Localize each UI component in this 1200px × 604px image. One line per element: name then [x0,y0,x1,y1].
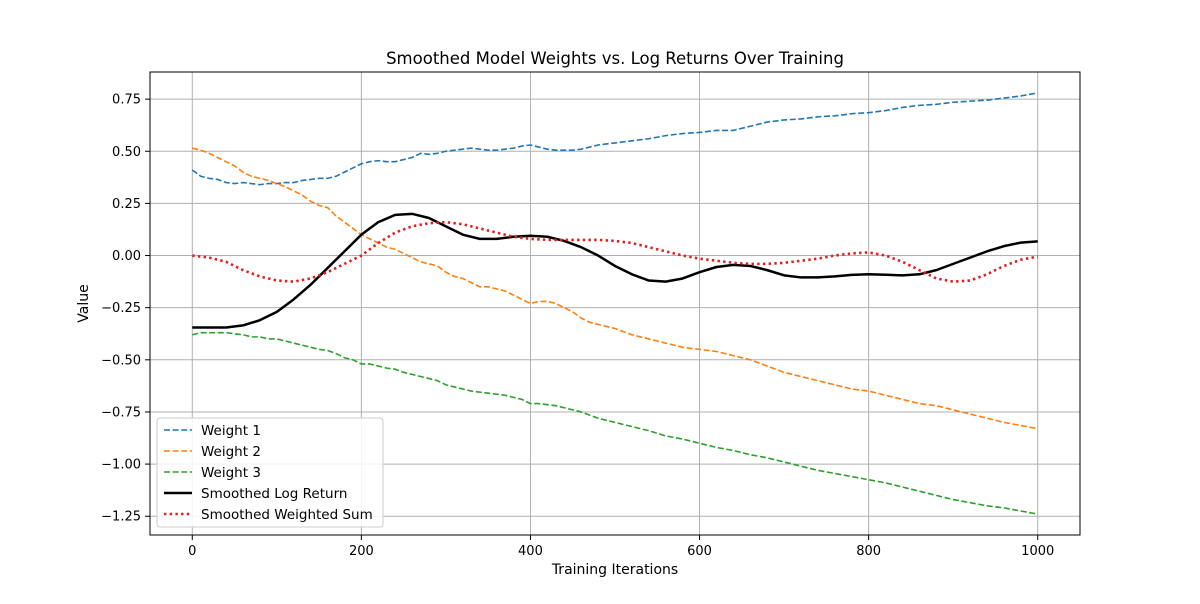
legend: Weight 1 Weight 2 Weight 3 Smoothed Log Ret… [156,417,384,528]
x-tick-label: 0 [188,544,196,559]
axis-ticks: 0 200 400 600 800 1000 0.75 0.50 0.25 0.00 −0.25 −0… [101,93,1054,559]
legend-label-smoothed-weighted-sum: Smoothed Weighted Sum [201,507,373,523]
legend-label-weight-2: Weight 2 [201,444,261,460]
x-axis-title: Training Iterations [551,562,678,578]
y-tick-label: 0.50 [112,145,141,160]
series-line-weight-3 [192,331,1038,515]
y-tick-label: −0.75 [101,405,141,420]
legend-label-weight-3: Weight 3 [201,465,261,481]
y-tick-label: −0.25 [101,301,141,316]
y-tick-label: −1.25 [101,510,141,525]
plot-frame [149,71,1081,536]
x-tick-label: 600 [687,544,712,559]
legend-label-weight-1: Weight 1 [201,423,261,439]
x-tick-label: 400 [518,544,543,559]
y-tick-label: −0.50 [101,353,141,368]
y-tick-label: 0.25 [112,197,141,212]
series-line-weight-1 [191,92,1038,186]
x-tick-label: 1000 [1021,544,1054,559]
x-tick-label: 200 [349,544,374,559]
grid [150,72,1080,535]
chart-title: Smoothed Model Weights vs. Log Returns O… [386,49,844,68]
y-tick-label: −1.00 [101,458,141,473]
legend-label-smoothed-log-return: Smoothed Log Return [201,486,347,502]
series-lines [191,92,1038,515]
x-tick-label: 800 [856,544,881,559]
y-tick-label: 0.75 [112,93,141,108]
y-tick-label: 0.00 [112,249,141,264]
series-line-weight-2 [192,147,1038,430]
y-axis-title: Value [76,284,92,322]
legend-box [156,417,384,528]
series-line-smoothed-log-return [192,212,1038,329]
